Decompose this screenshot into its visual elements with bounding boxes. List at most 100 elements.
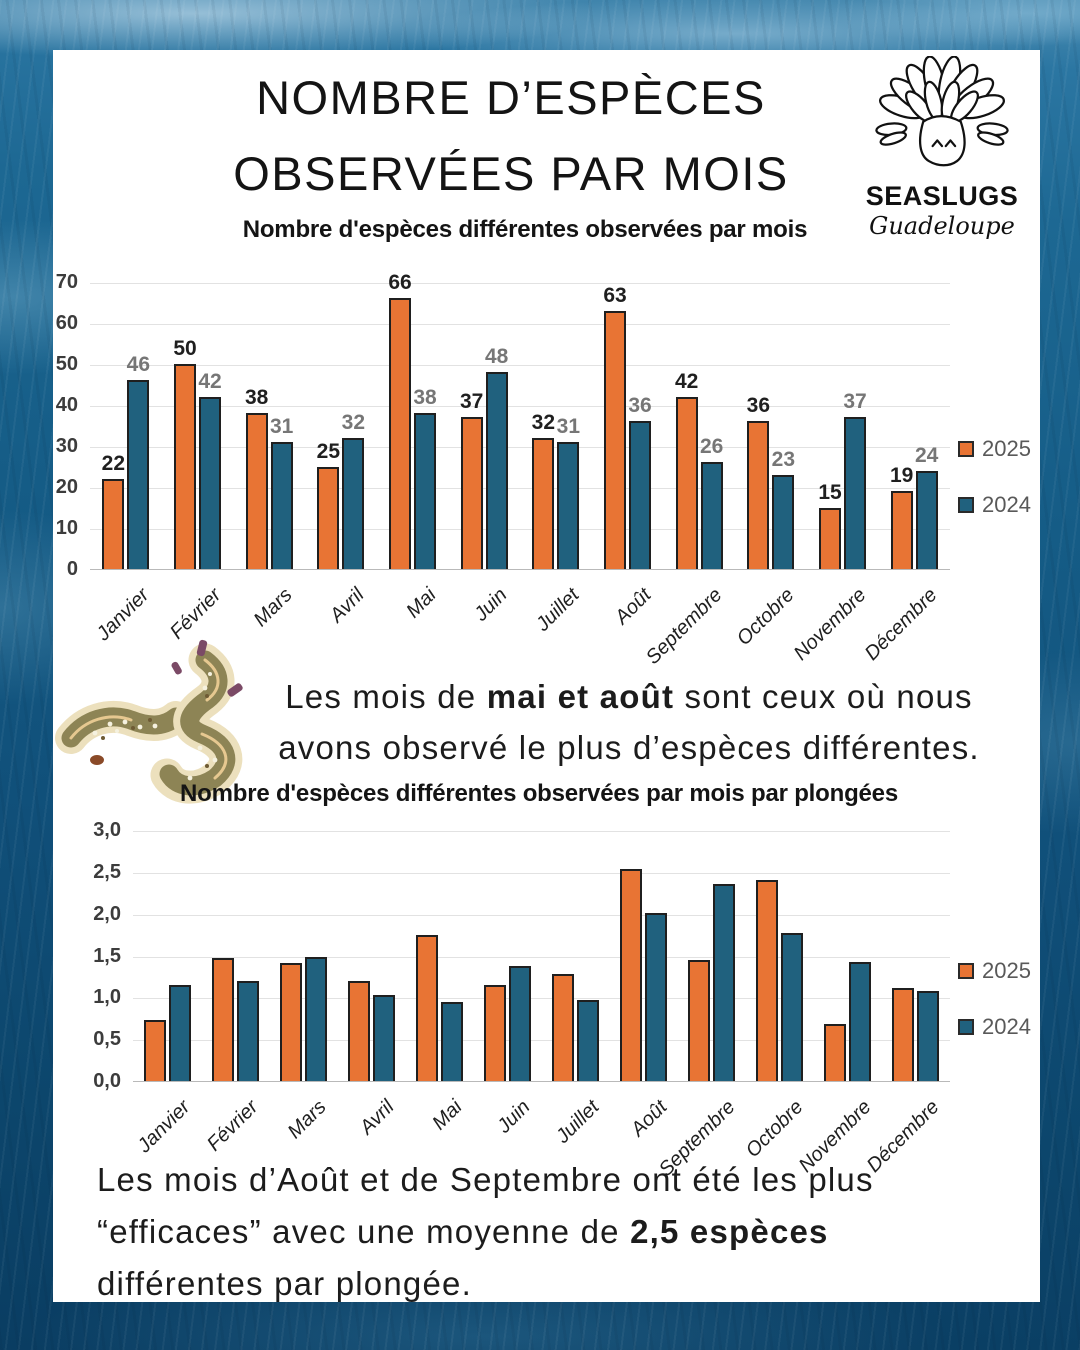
bar-2025-mars — [245, 413, 268, 569]
y-axis-tick-label: 70 — [55, 271, 78, 293]
bar-2024-janvier — [127, 380, 150, 569]
logo-name: SEASLUGS — [865, 181, 1019, 211]
bar-2024-décembre — [917, 990, 940, 1081]
bar-2024-mars — [304, 957, 327, 1081]
bar-2024-février — [199, 396, 221, 569]
bar-data-label: 42 — [674, 369, 699, 393]
gridline — [90, 488, 950, 489]
bar-data-label: 38 — [244, 386, 269, 410]
caption-middle-line2: avons observé le plus d’espèces différen… — [278, 729, 980, 766]
bar-2024-juin — [508, 966, 531, 1081]
gridline — [133, 956, 950, 958]
bar-2024-avril — [342, 437, 365, 569]
y-axis-tick-label: 60 — [55, 312, 78, 334]
bar-2024-septembre — [713, 883, 736, 1081]
bar-2024-novembre — [849, 962, 872, 1081]
bar-2025-décembre — [890, 491, 913, 569]
bar-data-label: 24 — [914, 443, 939, 467]
gridline — [90, 324, 950, 325]
bar-data-label: 36 — [628, 394, 652, 418]
bar-2025-avril — [317, 466, 340, 569]
logo-subname: Guadeloupe — [869, 212, 1015, 240]
bar-2025-novembre — [824, 1024, 847, 1081]
legend-label: 2024 — [982, 492, 1031, 517]
bar-2024-décembre — [915, 470, 938, 569]
legend-label: 2025 — [982, 958, 1031, 983]
legend-item-2025: 2025 — [958, 436, 1031, 462]
bar-data-label: 32 — [531, 410, 555, 434]
bar-2024-juillet — [577, 999, 600, 1081]
page-title-line1: NOMBRE D’ESPÈCES — [256, 71, 766, 124]
caption-bottom: Les mois d’Août et de Septembre ont été … — [97, 1154, 977, 1310]
gridline — [133, 914, 950, 916]
bar-2025-septembre — [688, 959, 711, 1081]
y-axis-tick-label: 30 — [55, 435, 78, 457]
caption-bottom-line2-bold: 2,5 espèces — [630, 1213, 829, 1250]
leaf-sheep-seaslug-icon — [875, 55, 1009, 167]
y-axis-tick-label: 2,0 — [93, 902, 121, 925]
caption-middle-prefix: Les mois de — [285, 678, 487, 715]
bar-2025-août — [620, 869, 643, 1081]
bar-2025-novembre — [819, 507, 841, 569]
bar-2024-octobre — [781, 932, 804, 1081]
y-axis-tick-label: 10 — [55, 517, 78, 539]
bar-2024-mars — [270, 441, 293, 569]
bar-data-label: 36 — [746, 394, 770, 418]
bar-data-label: 23 — [771, 447, 795, 471]
bar-2025-mai — [389, 298, 411, 569]
caption-middle: Les mois de mai et août sont ceux où nou… — [243, 671, 1015, 773]
bar-2025-janvier — [143, 1019, 166, 1081]
caption-bottom-line1: Les mois d’Août et de Septembre ont été … — [97, 1161, 874, 1198]
gridline — [133, 872, 950, 874]
bar-2025-février — [211, 958, 234, 1081]
caption-middle-suffix: sont ceux où nous — [674, 678, 973, 715]
chart2-legend: 2025 2024 — [958, 958, 1031, 1070]
legend-label: 2025 — [982, 436, 1031, 461]
bar-2024-octobre — [772, 474, 795, 569]
gridline — [133, 831, 950, 832]
y-axis-tick-label: 2,5 — [93, 860, 121, 883]
bar-data-label: 15 — [818, 480, 842, 504]
y-axis-tick-label: 1,5 — [93, 944, 121, 967]
bar-2024-juin — [485, 372, 508, 569]
bar-2024-août — [629, 421, 651, 569]
legend-swatch-icon — [958, 441, 974, 457]
caption-bottom-line2-prefix: “efficaces” avec une moyenne de — [97, 1213, 631, 1250]
bar-2025-septembre — [675, 396, 698, 569]
gridline — [133, 998, 950, 1000]
bar-data-label: 37 — [843, 390, 867, 414]
legend-swatch-icon — [958, 1019, 974, 1035]
bar-data-label: 48 — [484, 345, 509, 369]
legend-label: 2024 — [982, 1014, 1031, 1039]
page-title-line2: OBSERVÉES PAR MOIS — [233, 147, 789, 200]
bar-2024-avril — [372, 994, 395, 1081]
bar-2024-juillet — [557, 441, 580, 569]
bar-data-label: 50 — [173, 337, 197, 360]
bar-2024-novembre — [844, 417, 866, 569]
y-axis-tick-label: 0 — [66, 558, 78, 580]
bar-2025-mai — [415, 935, 438, 1081]
gridline — [90, 283, 950, 284]
gridline — [90, 447, 950, 448]
bar-data-label: 26 — [699, 435, 724, 459]
chart2-title: Nombre d'espèces différentes observées p… — [180, 780, 898, 807]
bar-2025-octobre — [756, 880, 779, 1081]
caption-bottom-line3: différentes par plongée. — [97, 1265, 472, 1302]
bar-data-label: 63 — [603, 283, 627, 307]
seaslug-photo — [55, 639, 243, 804]
bar-data-label: 46 — [126, 353, 150, 377]
bar-2025-janvier — [102, 478, 125, 569]
bar-2025-juin — [460, 417, 483, 569]
chart2-plot: 0,0 0,5 1,0 1,5 2,0 2,5 3,0 Janvier Février Mars A… — [93, 819, 950, 1181]
bar-2025-juillet — [532, 437, 555, 569]
y-axis-tick-label: 20 — [55, 476, 78, 498]
bar-data-label: 31 — [269, 414, 294, 438]
gridline — [90, 365, 950, 366]
gridline — [90, 529, 950, 530]
bar-2024-août — [645, 912, 668, 1081]
y-axis-tick-label: 1,0 — [93, 986, 121, 1009]
legend-item-2024: 2024 — [958, 492, 1031, 518]
y-axis-tick-label: 50 — [55, 353, 78, 375]
bar-2025-juin — [483, 984, 506, 1081]
bar-2024-janvier — [168, 984, 191, 1081]
